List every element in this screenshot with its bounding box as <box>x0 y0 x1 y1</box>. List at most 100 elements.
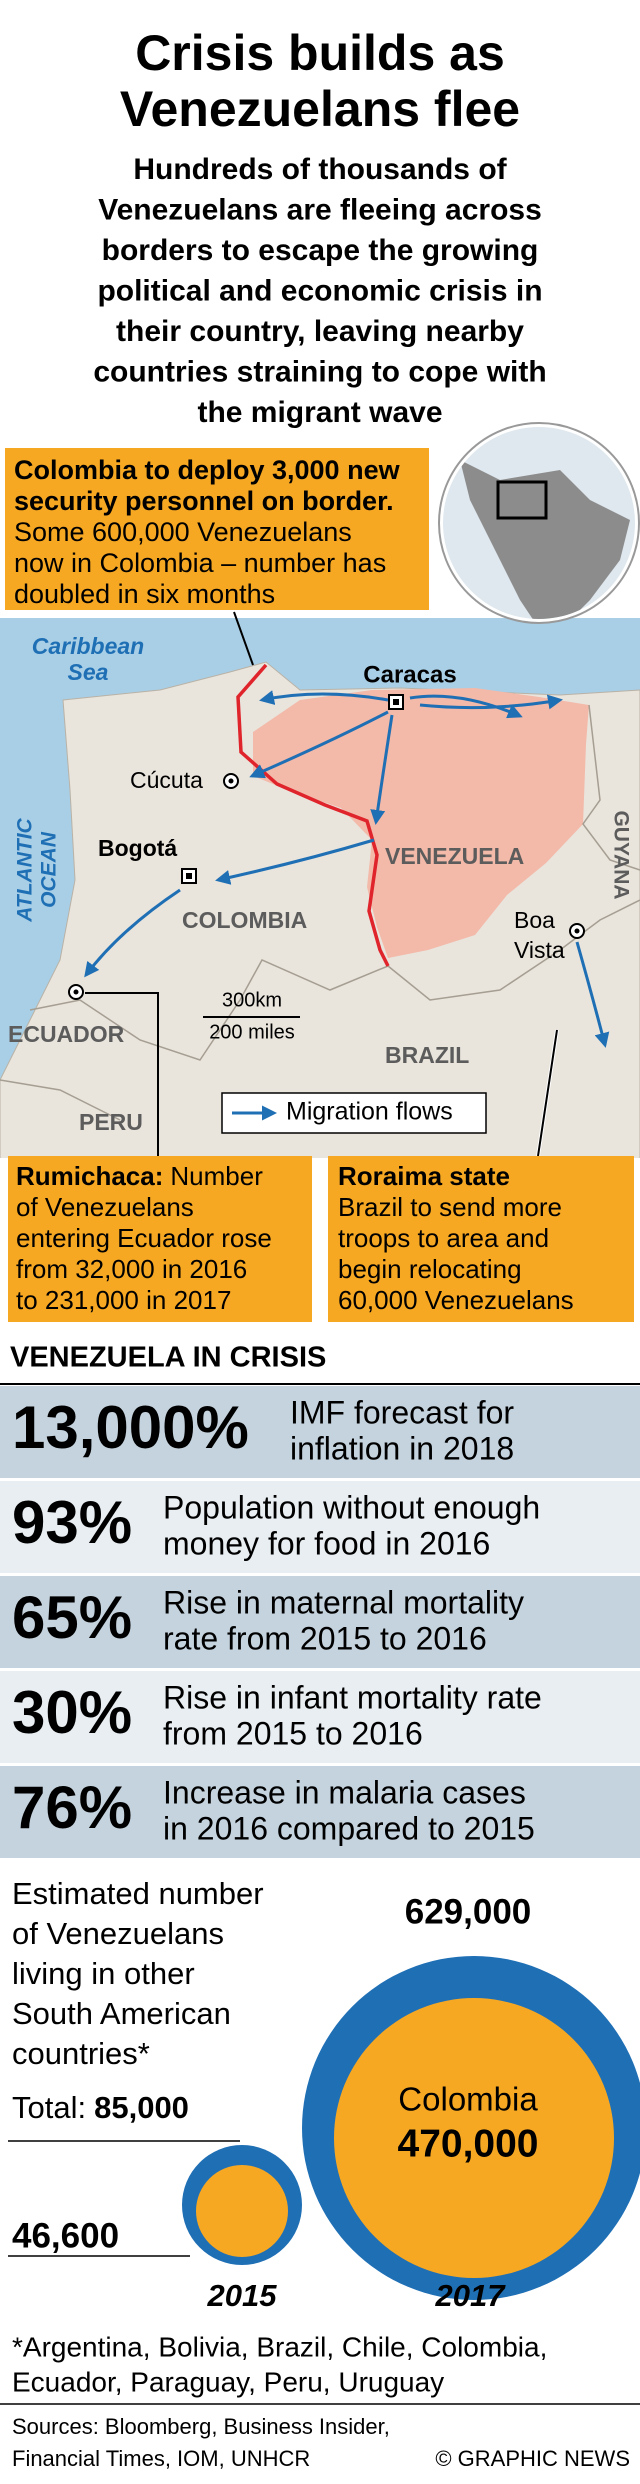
stat-value: 93% <box>12 1489 132 1556</box>
capital-marker <box>186 873 192 879</box>
callout-heading: Roraima state <box>338 1161 510 1191</box>
bubble-label: Colombia <box>398 2081 538 2118</box>
callout-text: Some 600,000 Venezuelans <box>14 517 352 547</box>
border <box>582 704 640 871</box>
subtitle: Venezuelans are fleeing across <box>98 193 542 226</box>
arrow <box>419 694 563 710</box>
callout-box <box>328 1156 634 1322</box>
footnote: *Argentina, Bolivia, Brazil, Chile, Colo… <box>12 2331 547 2362</box>
section-title: VENEZUELA IN CRISIS <box>10 1342 326 1374</box>
capital-marker <box>393 699 399 705</box>
scale-label: 200 miles <box>209 1021 295 1043</box>
bubble-intro: South American <box>12 1996 231 2031</box>
callout-box <box>8 1156 312 1322</box>
callout-text: Number <box>170 1161 263 1191</box>
bubble-intro: of Venezuelans <box>12 1916 224 1951</box>
border <box>29 959 389 1061</box>
stat-row <box>0 1481 640 1573</box>
callout-text: begin relocating <box>338 1254 522 1284</box>
total-value: 85,000 <box>94 2090 189 2125</box>
border <box>387 899 640 1001</box>
callout-text: to 231,000 in 2017 <box>16 1285 231 1315</box>
callout-text: 60,000 Venezuelans <box>338 1285 574 1315</box>
border <box>0 1079 121 1121</box>
arrow <box>259 690 389 705</box>
arrow <box>84 888 181 978</box>
stat-text: rate from 2015 to 2016 <box>163 1620 487 1656</box>
callout-text: doubled in six months <box>14 579 275 609</box>
map <box>0 618 640 1158</box>
sea-label: OCEAN <box>38 831 61 908</box>
venezuela-area <box>253 688 589 958</box>
subtitle: their country, leaving nearby <box>116 315 524 348</box>
title: Crisis builds as <box>135 25 505 81</box>
sea-label: Sea <box>68 659 109 685</box>
city-marker <box>574 928 580 934</box>
total-label: Total: <box>12 2090 86 2125</box>
city-label: Bogotá <box>98 835 177 861</box>
stat-text: Increase in malaria cases <box>163 1774 526 1810</box>
stat-text: Rise in infant mortality rate <box>163 1679 542 1715</box>
stat-text: in 2016 compared to 2015 <box>163 1810 535 1846</box>
subtitle: the migrant wave <box>197 396 442 429</box>
continent <box>443 430 630 619</box>
stat-text: from 2015 to 2016 <box>163 1715 423 1751</box>
sources: Financial Times, IOM, UNHCR <box>12 2446 310 2471</box>
leader-line <box>537 1029 558 1157</box>
city-marker <box>73 989 79 995</box>
credit: © GRAPHIC NEWS <box>435 2446 630 2471</box>
migration-arrows <box>84 690 610 1048</box>
bubble-intro: countries* <box>12 2036 150 2071</box>
sources: Sources: Bloomberg, Business Insider, <box>12 2414 390 2439</box>
callout-heading: Colombia to deploy 3,000 new <box>14 455 401 485</box>
subtitle: political and economic crisis in <box>97 274 542 307</box>
legend-label: Migration flows <box>286 1098 453 1126</box>
city-marker <box>228 778 234 784</box>
subtitle: countries straining to cope with <box>93 355 546 388</box>
callout-text: Rumichaca: Number <box>16 1161 263 1191</box>
arrow <box>249 710 389 779</box>
country-label: GUYANA <box>609 810 632 899</box>
city-label: Caracas <box>363 661 456 688</box>
stat-text: money for food in 2016 <box>163 1525 490 1561</box>
bubble-value: 629,000 <box>405 1892 532 1931</box>
callout-heading: security personnel on border. <box>14 486 394 516</box>
country-label: BRAZIL <box>385 1042 469 1068</box>
scale-label: 300km <box>222 989 282 1011</box>
callout-text: troops to area and <box>338 1223 549 1253</box>
sea-label: ATLANTIC <box>14 817 37 922</box>
bubble-2015-colombia <box>196 2165 288 2257</box>
arrow <box>575 941 610 1048</box>
locator-globe <box>438 422 640 624</box>
stat-text: Population without enough <box>163 1489 540 1525</box>
callout-box <box>5 448 429 610</box>
callout-heading: Rumichaca: <box>16 1161 163 1191</box>
arrow <box>215 838 375 885</box>
country-label: ECUADOR <box>8 1021 125 1047</box>
stat-row <box>0 1671 640 1763</box>
title: Venezuelans flee <box>120 81 520 137</box>
leader-line <box>85 992 159 1156</box>
callout-text: of Venezuelans <box>16 1192 194 1222</box>
stat-row <box>0 1576 640 1668</box>
stat-value: 76% <box>12 1774 132 1841</box>
bubble-value: 46,600 <box>12 2216 119 2255</box>
city-label: Vista <box>514 937 565 963</box>
stat-value: 30% <box>12 1679 132 1746</box>
city-label: Boa <box>514 907 555 933</box>
locator-box <box>496 480 548 520</box>
border-highlight <box>236 663 390 967</box>
stat-text: IMF forecast for <box>290 1394 514 1430</box>
leader-line <box>233 611 254 666</box>
subtitle: Hundreds of thousands of <box>133 153 507 186</box>
stat-row <box>0 1766 640 1858</box>
stat-text: inflation in 2018 <box>290 1430 514 1466</box>
callout-text: Brazil to send more <box>338 1192 562 1222</box>
total-label: Total: 85,000 <box>12 2090 189 2125</box>
stat-row <box>0 1386 640 1478</box>
bubble-2017-colombia <box>334 1998 614 2278</box>
callout-text: now in Colombia – number has <box>14 548 386 578</box>
bubble-intro: Estimated number <box>12 1876 264 1911</box>
subtitle: borders to escape the growing <box>102 234 539 267</box>
callout-text: entering Ecuador rose <box>16 1223 272 1253</box>
